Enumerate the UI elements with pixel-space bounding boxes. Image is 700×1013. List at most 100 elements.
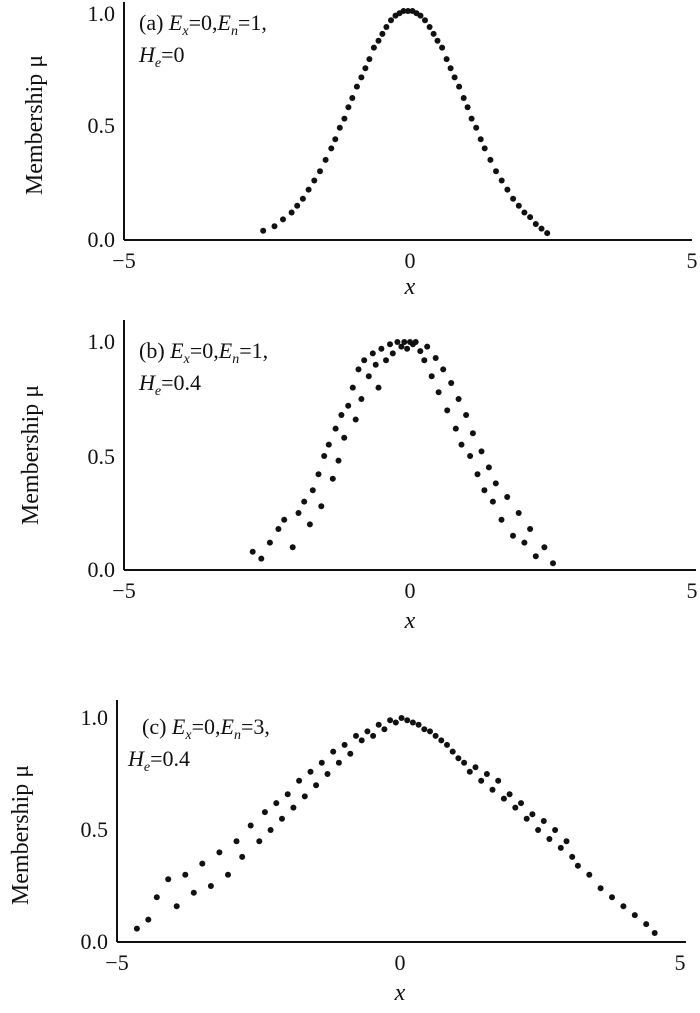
data-point — [322, 156, 329, 163]
data-point — [515, 202, 522, 209]
data-point — [375, 384, 382, 391]
data-point — [365, 373, 372, 380]
data-point — [510, 195, 517, 202]
data-point — [280, 216, 286, 223]
data-point — [364, 728, 371, 735]
data-point — [493, 168, 499, 175]
data-point — [173, 903, 180, 910]
x-tick-label-right: 5 — [675, 950, 686, 975]
data-point — [415, 721, 422, 728]
data-point — [544, 230, 551, 237]
y-axis-label: Membership μ — [22, 55, 48, 195]
panel-annotation-line1: (a) Ex=0,En=1, — [139, 10, 267, 39]
data-point — [400, 8, 407, 14]
data-point — [477, 136, 484, 143]
data-point — [296, 777, 303, 784]
he-value: 0.4 — [174, 370, 202, 395]
data-point — [521, 539, 528, 546]
x-axis-label: x — [404, 608, 416, 634]
x-tick-label-left: −5 — [105, 950, 128, 975]
data-point — [375, 37, 382, 44]
x-tick-label-center: 0 — [405, 248, 416, 273]
data-point — [266, 539, 273, 546]
data-point — [249, 548, 256, 555]
data-point — [275, 526, 282, 532]
data-point — [515, 510, 522, 516]
data-point — [535, 827, 542, 833]
data-point — [381, 726, 388, 733]
data-point — [324, 771, 331, 777]
x-tick-label-left: −5 — [112, 578, 135, 603]
data-point — [597, 885, 604, 892]
data-point — [258, 555, 265, 562]
data-point — [398, 343, 405, 350]
data-point — [358, 737, 365, 744]
data-point — [443, 56, 450, 63]
scatter-plot-c: Membership μ 1.0 0.5 0.0 −5 0 5 x (c) Ex… — [8, 700, 686, 1006]
data-point — [485, 464, 492, 471]
data-point — [199, 860, 206, 867]
data-point — [401, 339, 408, 345]
x-axis-label: x — [404, 274, 416, 300]
data-point — [521, 209, 528, 216]
y-tick-label-top: 1.0 — [88, 1, 116, 26]
data-point — [478, 448, 485, 455]
data-point — [369, 350, 376, 357]
data-point — [489, 498, 496, 505]
data-point — [523, 815, 530, 822]
x-tick-label-right: 5 — [687, 248, 698, 273]
data-point — [372, 361, 379, 368]
data-point — [349, 95, 356, 101]
data-point — [458, 441, 465, 448]
y-tick-label-bottom: 0.0 — [88, 557, 116, 582]
data-point — [294, 202, 301, 209]
data-point — [466, 768, 473, 775]
data-point — [361, 357, 368, 364]
data-point — [279, 815, 285, 822]
data-point — [426, 24, 433, 30]
data-point — [355, 366, 362, 373]
x-tick-label-left: −5 — [112, 248, 135, 273]
data-point — [387, 341, 393, 348]
data-point — [311, 177, 318, 184]
data-point — [467, 453, 474, 459]
y-tick-label-mid: 0.5 — [88, 113, 116, 138]
panel-annotation-line2: He=0.4 — [138, 370, 201, 399]
data-point — [546, 836, 553, 842]
y-tick-label-mid: 0.5 — [81, 817, 109, 842]
chart-panel-a: Membership μ 1.0 0.5 0.0 −5 0 5 x (a) Ex… — [0, 0, 700, 300]
y-axis-label: Membership μ — [8, 765, 34, 905]
data-point — [444, 741, 450, 748]
data-point — [284, 791, 291, 798]
data-point — [498, 177, 505, 184]
data-point — [145, 916, 152, 923]
data-point — [307, 768, 314, 775]
data-point — [398, 715, 405, 721]
data-point — [335, 759, 342, 766]
scatter-points — [260, 8, 551, 237]
data-point — [301, 793, 308, 800]
data-point — [321, 453, 328, 459]
data-point — [290, 804, 297, 811]
data-point — [247, 822, 254, 829]
data-point — [492, 480, 499, 487]
data-point — [424, 343, 431, 350]
data-point — [239, 853, 246, 860]
data-point — [452, 425, 459, 432]
data-point — [495, 777, 502, 784]
data-point — [474, 471, 481, 478]
data-point — [341, 434, 348, 441]
data-point — [288, 209, 295, 216]
data-point — [190, 889, 197, 896]
data-point — [353, 732, 359, 739]
y-axis-label: Membership μ — [18, 385, 44, 525]
data-point — [481, 145, 488, 152]
panel-label: (b) — [139, 338, 165, 363]
panel-label: (c) — [142, 714, 166, 739]
data-point — [345, 402, 352, 409]
data-point — [586, 871, 593, 878]
data-point — [216, 849, 223, 856]
data-point — [383, 24, 390, 30]
data-point — [527, 526, 534, 532]
data-point — [404, 345, 411, 352]
